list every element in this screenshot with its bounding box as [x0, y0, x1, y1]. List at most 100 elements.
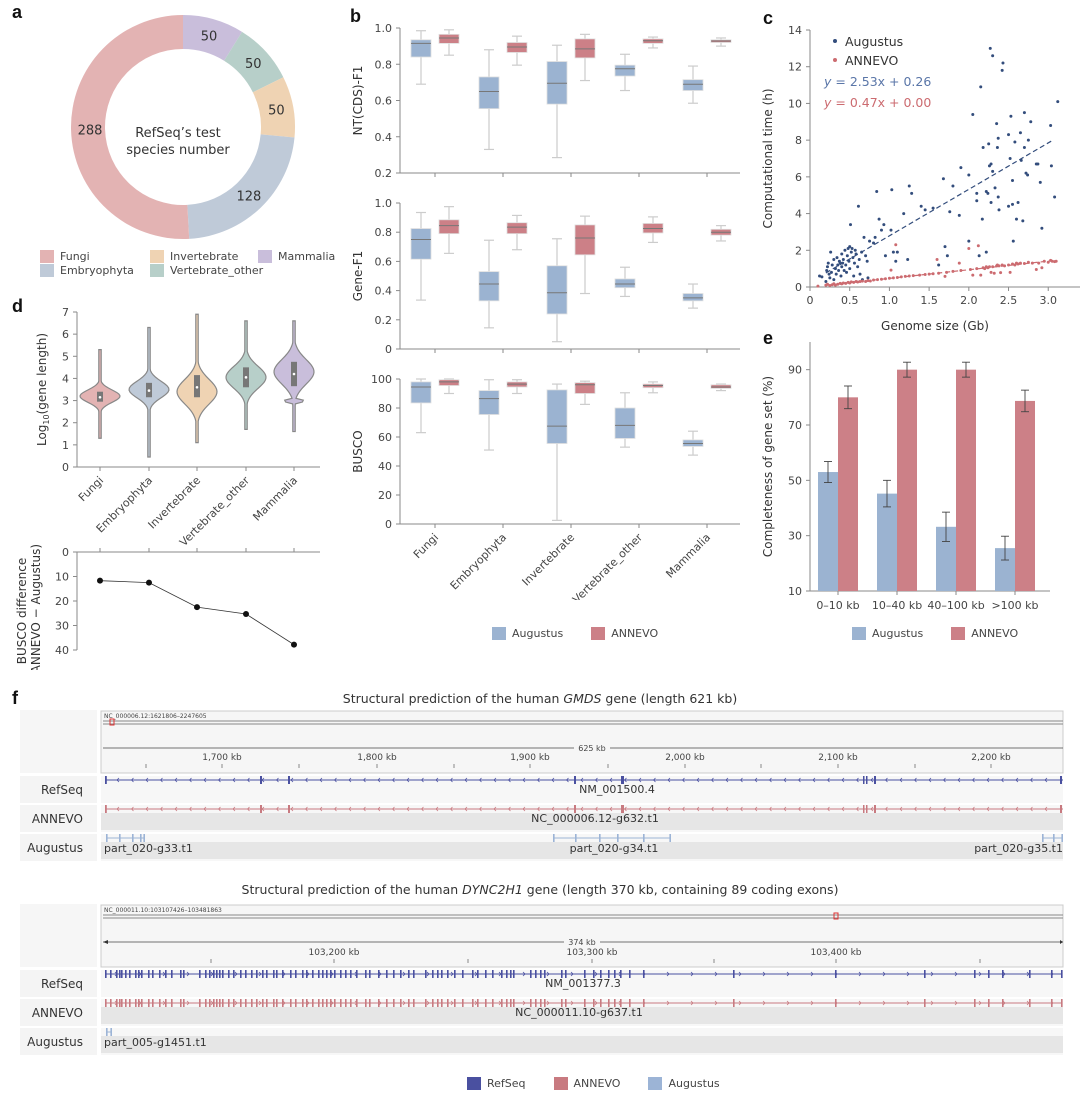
strand-arrow [130, 806, 134, 812]
exon [295, 970, 297, 978]
strand-arrow [623, 806, 627, 812]
scatter-point [858, 272, 862, 276]
scatter-point [841, 281, 845, 285]
scatter-point [957, 213, 961, 217]
y-axis-label: Gene-F1 [351, 251, 365, 302]
ruler-tick-label: 103,300 kb [566, 948, 617, 958]
exon [462, 970, 464, 978]
exon [432, 999, 434, 1007]
strand-arrow [450, 971, 454, 977]
exon [454, 970, 456, 978]
exon [213, 970, 215, 978]
scatter-point [975, 199, 979, 203]
transcript-name: part_020-g34.t1 [570, 842, 659, 855]
x-tick-label: 2.5 [1000, 294, 1018, 307]
scatter-point [839, 274, 843, 278]
strand-arrow [546, 971, 550, 977]
line-point-fungi [97, 577, 103, 584]
strand-arrow [855, 777, 859, 783]
exon [1061, 970, 1063, 978]
gene-model-refseq: NM_001500.4 [105, 776, 1063, 796]
strand-arrow [449, 777, 453, 783]
strand-arrow [406, 806, 410, 812]
strand-arrow [666, 971, 670, 977]
fit-equation-augustus: y = 2.53x + 0.26 [823, 74, 931, 89]
y-tick-label: 0 [385, 518, 392, 531]
strand-arrow [714, 1000, 718, 1006]
track-label-bg [20, 999, 97, 1026]
strand-arrow [362, 777, 366, 783]
strand-arrow [551, 777, 555, 783]
exon [318, 999, 320, 1007]
bar-annevo [897, 369, 917, 591]
exon [129, 999, 131, 1007]
exon [535, 970, 537, 978]
box-augustus-embryophyta [478, 390, 500, 415]
donut-slice-vertebrate_other [224, 31, 284, 93]
exon [330, 999, 332, 1007]
strand-arrow [507, 777, 511, 783]
scatter-point [1034, 268, 1038, 272]
violin-fungi [79, 349, 121, 439]
legend-item-vertebrate-other: Vertebrate_other [150, 264, 350, 277]
strand-arrow [536, 777, 540, 783]
scatter-point [977, 254, 981, 258]
strand-arrow [762, 1000, 766, 1006]
strand-arrow [450, 1000, 454, 1006]
legend-label: Embryophyta [60, 264, 134, 277]
y-tick-label: 0.8 [375, 226, 393, 239]
strand-arrow [810, 1000, 814, 1006]
strand-arrow [522, 1000, 526, 1006]
exon [240, 999, 242, 1007]
scatter-point [1009, 114, 1013, 118]
span-label-bg [574, 742, 610, 752]
x-tick-label: Mammalia [250, 474, 300, 524]
scatter-point [835, 256, 839, 260]
strand-arrow [306, 971, 310, 977]
strand-arrow [594, 1000, 598, 1006]
scatter-point [848, 267, 852, 271]
strand-arrow [330, 971, 334, 977]
strand-arrow [667, 777, 671, 783]
exon [306, 970, 308, 978]
legend-swatch-augustus [852, 627, 866, 640]
x-tick-label: 3.0 [1039, 294, 1057, 307]
scatter-point [1011, 202, 1014, 206]
completeness-bar-chart: 10 30 50 70 90 Completeness of gene set (%) 0–… [761, 342, 1050, 612]
strand-arrow [580, 777, 584, 783]
scatter-point [1000, 68, 1004, 72]
strand-arrow [986, 806, 990, 812]
legend-swatch-vertebrate-other [150, 264, 164, 277]
exon [492, 999, 494, 1007]
scatter-point [832, 257, 836, 261]
strand-arrow [797, 806, 801, 812]
exon [125, 970, 127, 978]
transcript-name: NM_001377.3 [545, 977, 621, 990]
scatter-point [937, 263, 941, 267]
x-tick-label: 1.0 [881, 294, 899, 307]
y-tick-label: 0.2 [375, 167, 393, 180]
exon [501, 999, 503, 1007]
y-tick-label: 90 [788, 364, 802, 377]
scatter-point [976, 244, 980, 248]
strand-arrow [1015, 777, 1019, 783]
scatter-point [848, 245, 852, 249]
y-tick-label: 0.8 [375, 58, 393, 71]
y-tick-label: 40 [378, 460, 392, 473]
scatter-point [860, 279, 864, 283]
scatter-point [987, 265, 991, 269]
x-tick-label: Embryophyta [448, 531, 509, 592]
exon [132, 834, 134, 842]
y-axis-label: Computational time (h) [761, 88, 775, 228]
exon [356, 999, 358, 1007]
strand-arrow [333, 777, 337, 783]
exon [199, 970, 201, 978]
exon [565, 999, 567, 1007]
scatter-point [864, 279, 868, 283]
exon [863, 776, 865, 784]
strand-arrow [899, 777, 903, 783]
exon [924, 970, 926, 978]
scatter-point [991, 54, 995, 58]
scatter-point [875, 190, 879, 194]
scatter-point [980, 217, 984, 221]
